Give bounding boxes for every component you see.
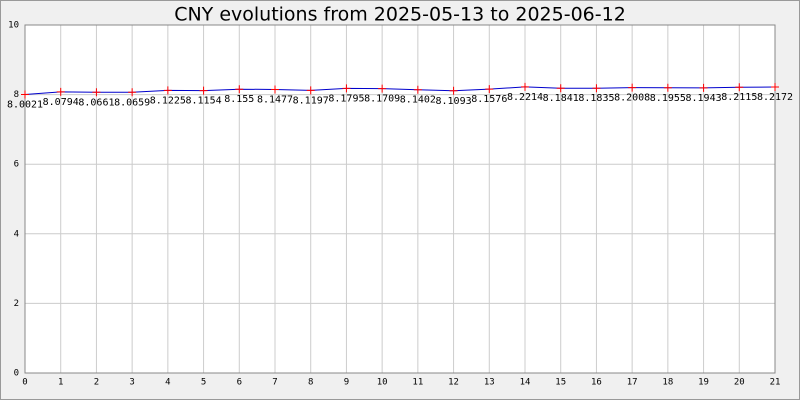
data-label: 8.0661 [78,97,114,108]
x-tick-label: 16 [591,378,602,388]
x-tick-label: 9 [344,378,349,388]
data-label: 8.2115 [721,92,757,103]
data-label: 8.1709 [364,94,400,105]
data-label: 8.1154 [186,96,222,107]
data-label: 8.1093 [436,96,472,107]
point-marker [342,84,351,93]
y-tick-label: 6 [14,160,19,170]
point-marker [128,88,137,97]
x-tick-label: 11 [412,378,423,388]
point-marker [199,86,208,95]
x-tick-label: 1 [58,378,63,388]
data-label: 8.1943 [686,93,722,104]
data-label: 8.1835 [578,93,614,104]
x-tick-label: 14 [520,378,531,388]
y-tick-label: 4 [14,229,19,239]
point-marker [56,87,65,96]
x-tick-label: 20 [734,378,745,388]
x-tick-label: 10 [377,378,388,388]
point-marker [592,84,601,93]
data-label: 8.1197 [293,95,329,106]
x-tick-label: 4 [165,378,170,388]
data-label: 8.1576 [471,94,507,105]
point-marker [556,84,565,93]
data-label: 8.0021 [7,100,43,111]
point-marker [628,83,637,92]
x-tick-label: 19 [698,378,709,388]
point-marker [413,85,422,94]
x-tick-label: 6 [237,378,242,388]
x-tick-label: 13 [484,378,495,388]
point-marker [235,85,244,94]
data-label: 8.1795 [328,93,364,104]
data-label: 8.1477 [257,94,293,105]
plot-area [25,25,775,373]
x-tick-label: 21 [770,378,781,388]
point-marker [306,86,315,95]
x-tick-label: 17 [627,378,638,388]
data-label: 8.0659 [114,97,150,108]
x-tick-label: 0 [22,378,27,388]
chart-title: CNY evolutions from 2025-05-13 to 2025-0… [174,4,626,26]
data-label: 8.155 [224,94,254,105]
x-tick-label: 3 [129,378,134,388]
point-marker [21,90,29,99]
point-marker [378,84,387,93]
y-tick-label: 8 [14,90,19,100]
point-marker [449,86,458,95]
point-marker [485,85,494,94]
x-tick-label: 2 [94,378,99,388]
point-marker [663,83,672,92]
data-label: 8.2172 [757,92,793,103]
y-tick-label: 10 [8,21,19,31]
point-marker [521,82,529,91]
y-tick-label: 0 [14,369,19,379]
x-tick-label: 15 [555,378,566,388]
data-label: 8.2214 [507,92,543,103]
x-tick-label: 12 [448,378,459,388]
point-marker [735,83,744,92]
point-marker [771,83,779,92]
line [24,86,776,96]
x-tick-label: 5 [201,378,206,388]
point-marker [163,86,172,95]
data-label: 8.1402 [400,95,436,106]
data-label: 8.0794 [43,97,79,108]
data-label: 8.1841 [543,93,579,104]
x-tick-label: 7 [272,378,277,388]
point-marker [92,88,101,97]
x-tick-label: 8 [308,378,313,388]
data-label: 8.1955 [650,93,686,104]
point-marker [699,83,708,92]
y-tick-label: 2 [14,299,19,309]
data-label: 8.2008 [614,93,650,104]
data-label: 8.1225 [150,95,186,106]
plot-border [24,24,776,374]
point-marker [271,85,279,94]
x-tick-label: 18 [662,378,673,388]
